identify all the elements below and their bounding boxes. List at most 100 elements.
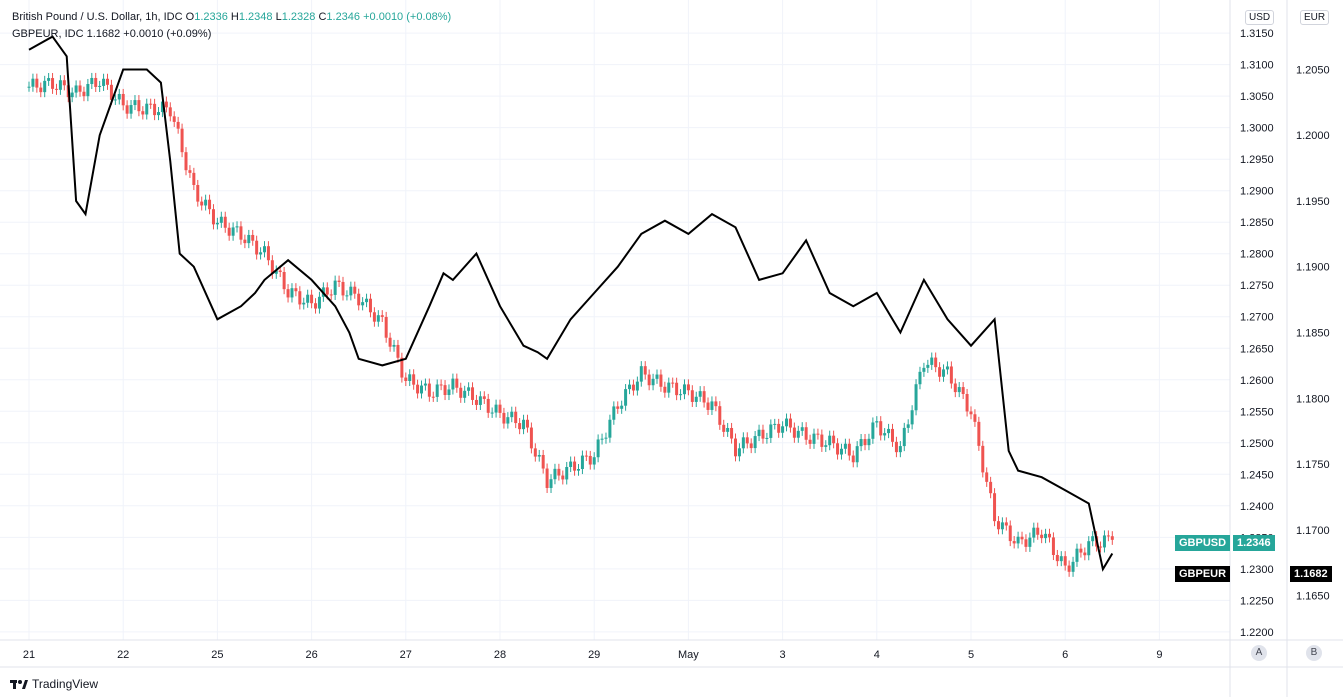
candle-body bbox=[368, 298, 372, 313]
candle-body bbox=[843, 443, 847, 449]
auto-scale-button[interactable]: A bbox=[1251, 645, 1267, 661]
candle-body bbox=[569, 461, 573, 467]
time-tick-label: 29 bbox=[588, 649, 600, 661]
candle-body bbox=[341, 281, 345, 296]
candle-body bbox=[891, 428, 894, 442]
candle-body bbox=[863, 439, 867, 446]
candle-body bbox=[930, 357, 934, 365]
candle-body bbox=[1099, 546, 1103, 548]
candle-body bbox=[788, 418, 792, 428]
candle-body bbox=[785, 418, 789, 427]
candle-body bbox=[474, 399, 478, 405]
usd-tick-label: 1.2450 bbox=[1240, 469, 1274, 481]
candle-body bbox=[1040, 534, 1044, 539]
usd-tick-label: 1.2550 bbox=[1240, 406, 1274, 418]
candle-body bbox=[282, 272, 286, 290]
candle-body bbox=[345, 295, 349, 297]
gbpeur-name-tag: GBPEUR bbox=[1175, 566, 1231, 582]
candle-body bbox=[239, 226, 243, 240]
candle-body bbox=[686, 384, 690, 391]
candle-body bbox=[781, 426, 785, 433]
candle-body bbox=[145, 103, 149, 115]
candle-body bbox=[498, 404, 502, 413]
time-tick-label: 5 bbox=[968, 649, 974, 661]
candle-body bbox=[333, 280, 337, 295]
candle-body bbox=[887, 428, 891, 434]
time-tick-label: 4 bbox=[874, 649, 880, 661]
legend-change: +0.0010 (+0.08%) bbox=[363, 11, 452, 23]
candle-body bbox=[471, 387, 475, 400]
candle-body bbox=[694, 396, 698, 402]
candle-body bbox=[1004, 522, 1008, 526]
candle-body bbox=[847, 443, 851, 456]
candle-body bbox=[828, 435, 832, 446]
candle-body bbox=[643, 366, 647, 375]
legend-compare: GBPEUR, IDC 1.1682 +0.0010 (+0.09%) bbox=[12, 28, 211, 40]
candle-body bbox=[125, 105, 129, 114]
candle-body bbox=[981, 445, 985, 473]
usd-axis-button[interactable]: USD bbox=[1245, 10, 1275, 25]
candle-body bbox=[180, 128, 184, 153]
candle-body bbox=[74, 85, 78, 93]
candle-body bbox=[965, 394, 969, 412]
candle-body bbox=[710, 401, 714, 410]
candle-body bbox=[223, 216, 227, 228]
candle-body bbox=[879, 421, 883, 436]
candle-body bbox=[31, 78, 35, 87]
candle-body bbox=[200, 201, 204, 206]
candle-body bbox=[584, 455, 588, 457]
candle-body bbox=[737, 448, 741, 457]
time-tick-label: 6 bbox=[1062, 649, 1068, 661]
candle-body bbox=[1044, 533, 1048, 539]
candle-body bbox=[392, 344, 396, 347]
candle-body bbox=[235, 226, 239, 228]
time-tick-label: 25 bbox=[211, 649, 223, 661]
candle-body bbox=[977, 421, 981, 446]
candle-body bbox=[286, 289, 290, 298]
candle-body bbox=[1051, 537, 1055, 555]
candle-body bbox=[188, 170, 192, 173]
eur-axis-button[interactable]: EUR bbox=[1300, 10, 1330, 25]
candle-body bbox=[1071, 561, 1075, 572]
candle-body bbox=[620, 405, 624, 409]
candle-body bbox=[510, 411, 514, 418]
eur-tick-label: 1.1800 bbox=[1296, 393, 1330, 405]
candle-body bbox=[353, 286, 357, 294]
usd-tick-label: 1.3150 bbox=[1240, 28, 1274, 40]
candle-body bbox=[420, 385, 423, 394]
candle-body bbox=[384, 316, 388, 338]
candle-body bbox=[553, 468, 557, 480]
candle-body bbox=[934, 357, 938, 368]
candle-body bbox=[439, 384, 443, 386]
candle-body bbox=[70, 92, 74, 98]
candle-body bbox=[1075, 548, 1079, 562]
eur-tick-label: 1.1900 bbox=[1296, 262, 1330, 274]
candle-body bbox=[365, 298, 369, 303]
scale-b-button[interactable]: B bbox=[1306, 645, 1322, 661]
candle-body bbox=[679, 394, 683, 396]
legend-compare-change: +0.0010 (+0.09%) bbox=[123, 28, 212, 40]
candle-body bbox=[557, 468, 561, 476]
usd-tick-label: 1.2400 bbox=[1240, 501, 1274, 513]
usd-tick-label: 1.2750 bbox=[1240, 280, 1274, 292]
candle-body bbox=[113, 99, 117, 101]
candle-body bbox=[490, 412, 494, 414]
usd-tick-label: 1.2800 bbox=[1240, 249, 1274, 261]
candle-body bbox=[922, 367, 926, 372]
legend-main: British Pound / U.S. Dollar, 1h, IDC O1.… bbox=[12, 11, 451, 23]
candle-body bbox=[698, 391, 702, 397]
legend-o-value: 1.2336 bbox=[194, 11, 228, 23]
tradingview-logo[interactable]: TradingView bbox=[10, 677, 98, 691]
time-tick-label: 3 bbox=[780, 649, 786, 661]
candle-body bbox=[412, 374, 416, 385]
candle-body bbox=[1020, 536, 1024, 540]
candle-body bbox=[502, 412, 506, 424]
tradingview-label: TradingView bbox=[32, 677, 99, 691]
candle-body bbox=[1032, 527, 1036, 538]
time-axis-ticks: 21 22 25 26 27 28 29 May 3 4 5 6 9 bbox=[23, 649, 1163, 661]
candle-body bbox=[726, 427, 730, 432]
candle-body bbox=[1110, 536, 1114, 540]
candle-body bbox=[792, 427, 796, 438]
candle-body bbox=[973, 414, 977, 422]
